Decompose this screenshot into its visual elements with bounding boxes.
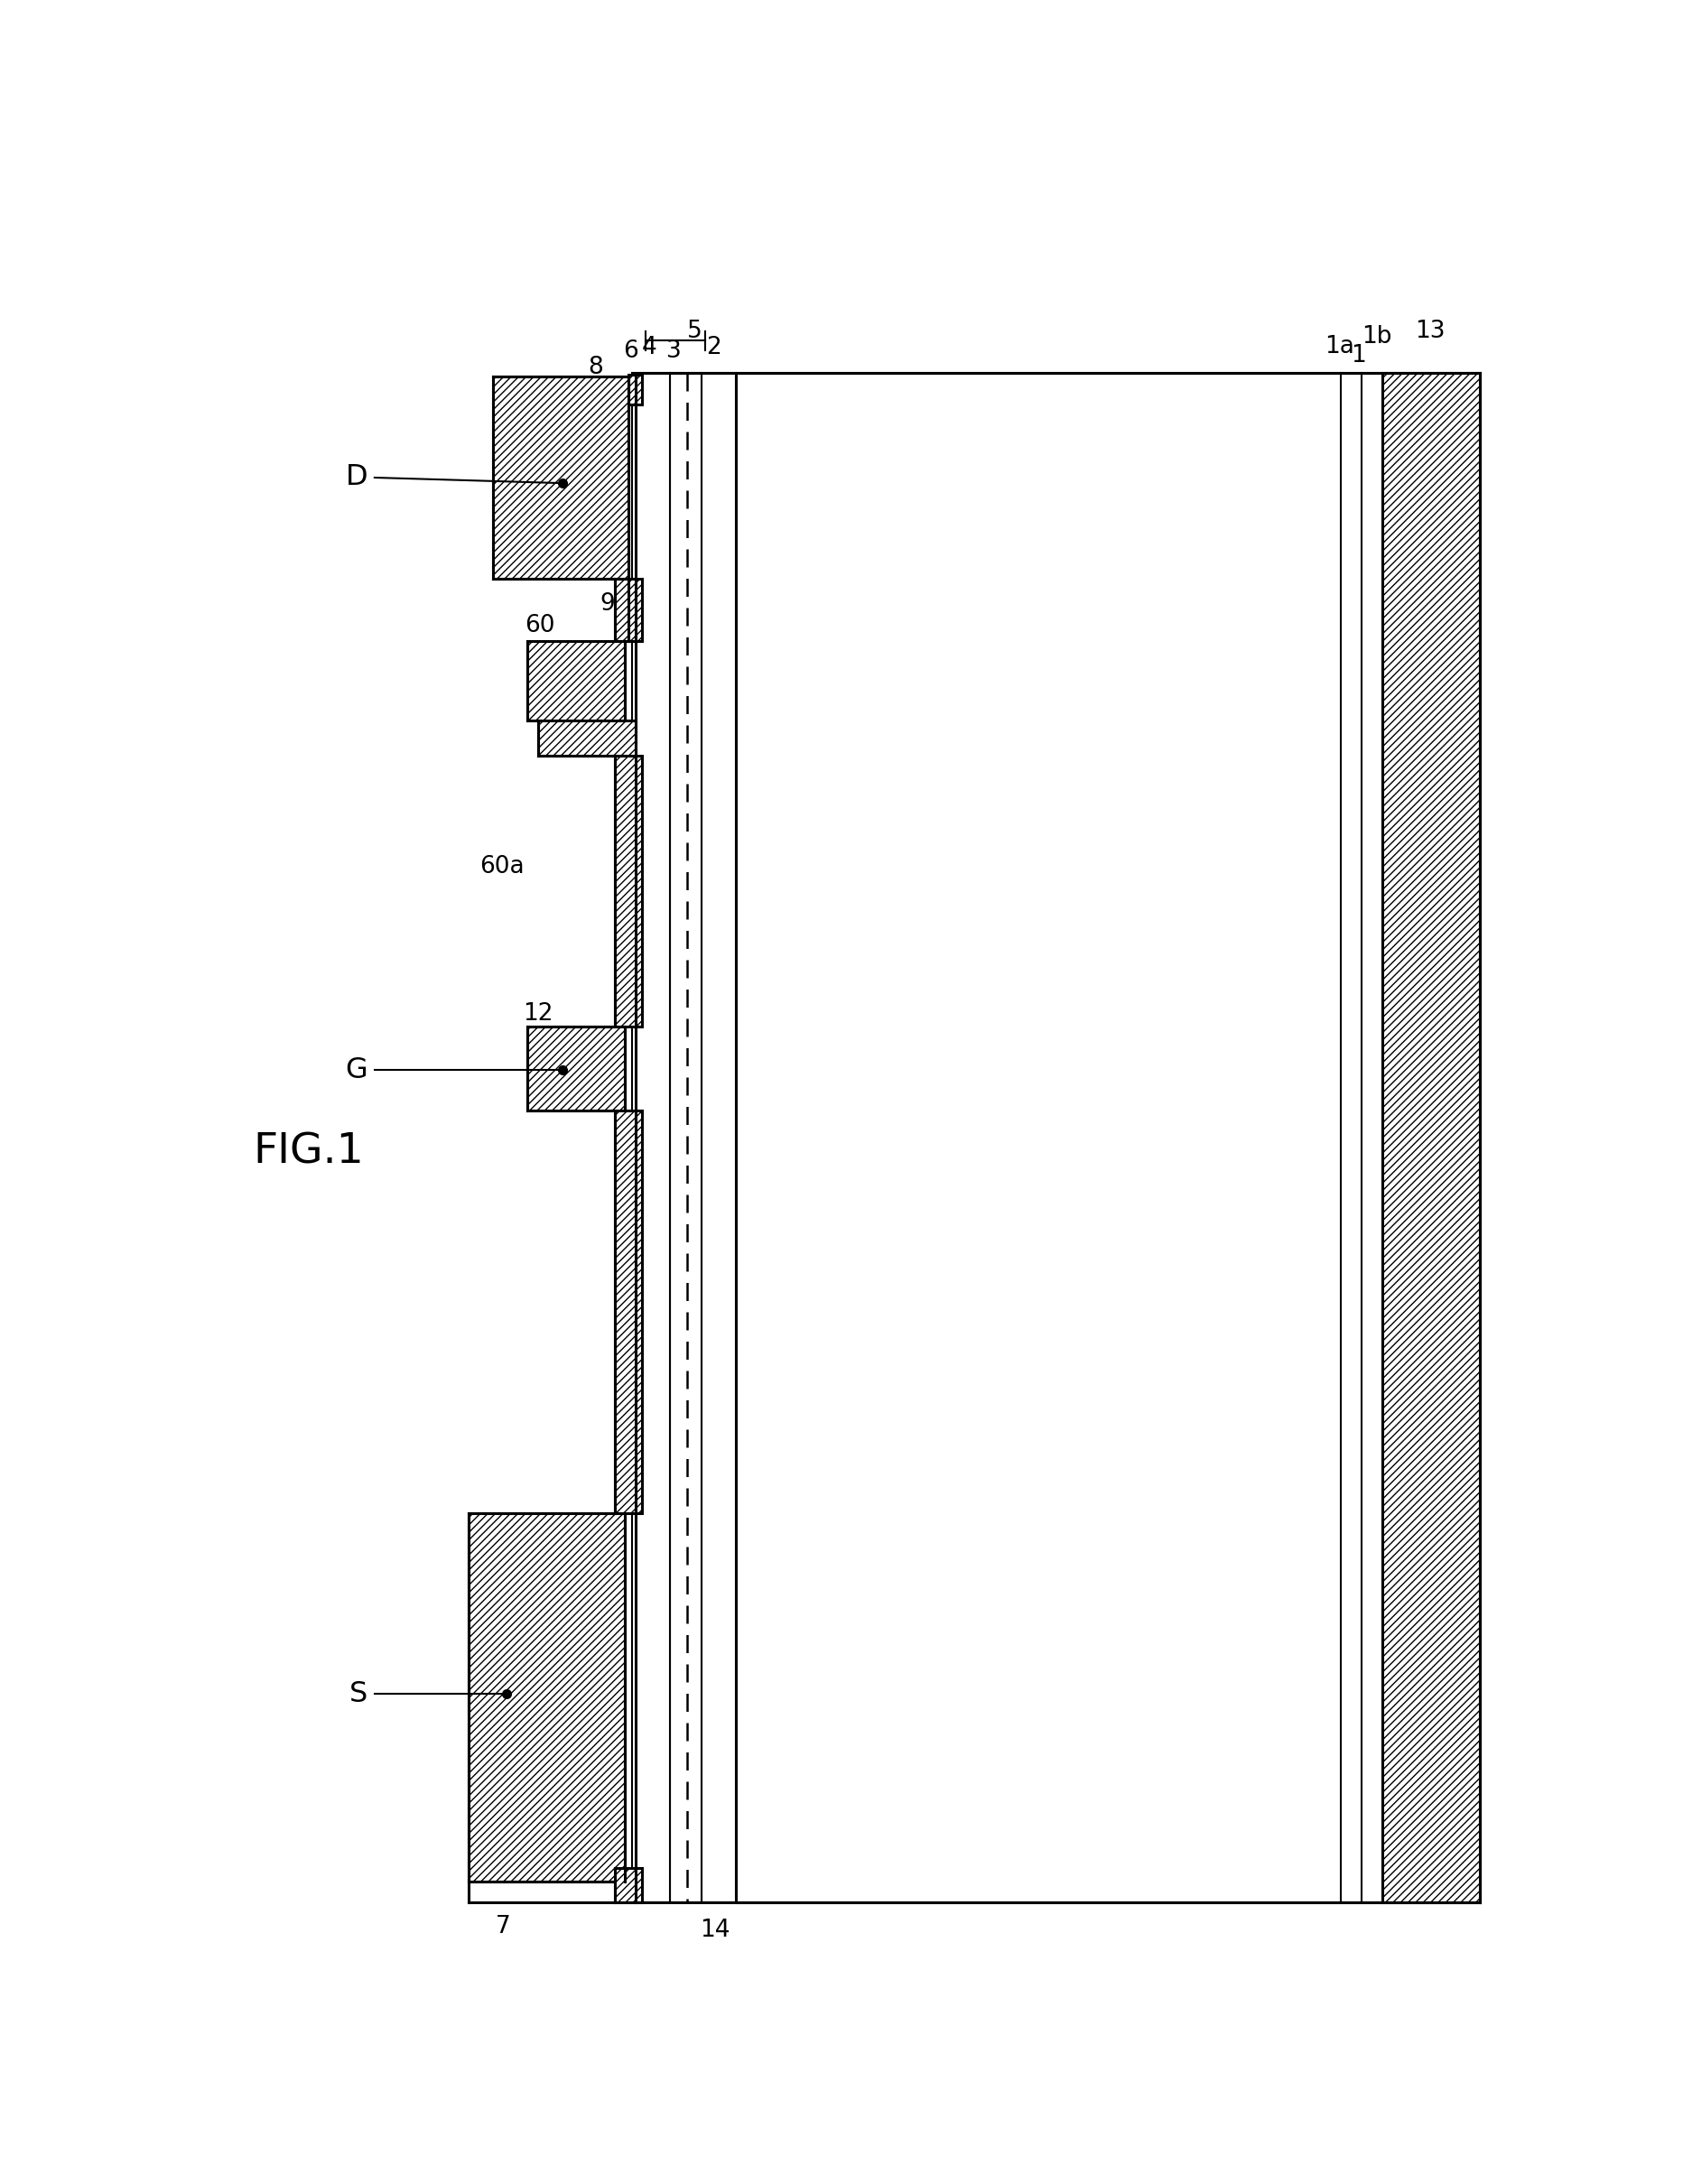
Bar xyxy=(631,373,670,1902)
Bar xyxy=(493,378,628,579)
Text: D: D xyxy=(345,463,367,491)
Bar xyxy=(735,373,1479,1902)
Bar xyxy=(527,640,624,721)
Bar xyxy=(537,721,634,756)
Text: 6: 6 xyxy=(623,339,638,363)
Bar xyxy=(702,373,735,1902)
Bar xyxy=(614,1867,641,1902)
Text: 14: 14 xyxy=(700,1920,730,1942)
Bar xyxy=(628,376,641,404)
Bar xyxy=(614,1109,641,1514)
Bar xyxy=(1382,373,1479,1902)
Text: 12: 12 xyxy=(523,1002,552,1026)
Text: 1a: 1a xyxy=(1325,334,1353,358)
Bar xyxy=(670,373,702,1902)
Text: 1: 1 xyxy=(1350,345,1365,367)
Text: 8: 8 xyxy=(587,356,603,380)
Text: 60a: 60a xyxy=(480,856,523,878)
Bar xyxy=(468,1514,624,1883)
Text: 7: 7 xyxy=(495,1915,510,1939)
Text: 4: 4 xyxy=(641,336,656,360)
Bar xyxy=(614,579,641,640)
Text: G: G xyxy=(345,1055,367,1083)
Text: 2: 2 xyxy=(705,336,720,360)
Text: 60: 60 xyxy=(523,614,554,638)
Text: 3: 3 xyxy=(666,339,680,363)
Bar xyxy=(614,756,641,1026)
Text: 9: 9 xyxy=(599,592,614,616)
Text: 1b: 1b xyxy=(1362,325,1392,349)
Text: 5: 5 xyxy=(687,319,702,343)
Text: 13: 13 xyxy=(1414,319,1444,343)
Bar xyxy=(527,1026,624,1109)
Text: S: S xyxy=(348,1679,367,1708)
Text: FIG.1: FIG.1 xyxy=(252,1131,364,1173)
